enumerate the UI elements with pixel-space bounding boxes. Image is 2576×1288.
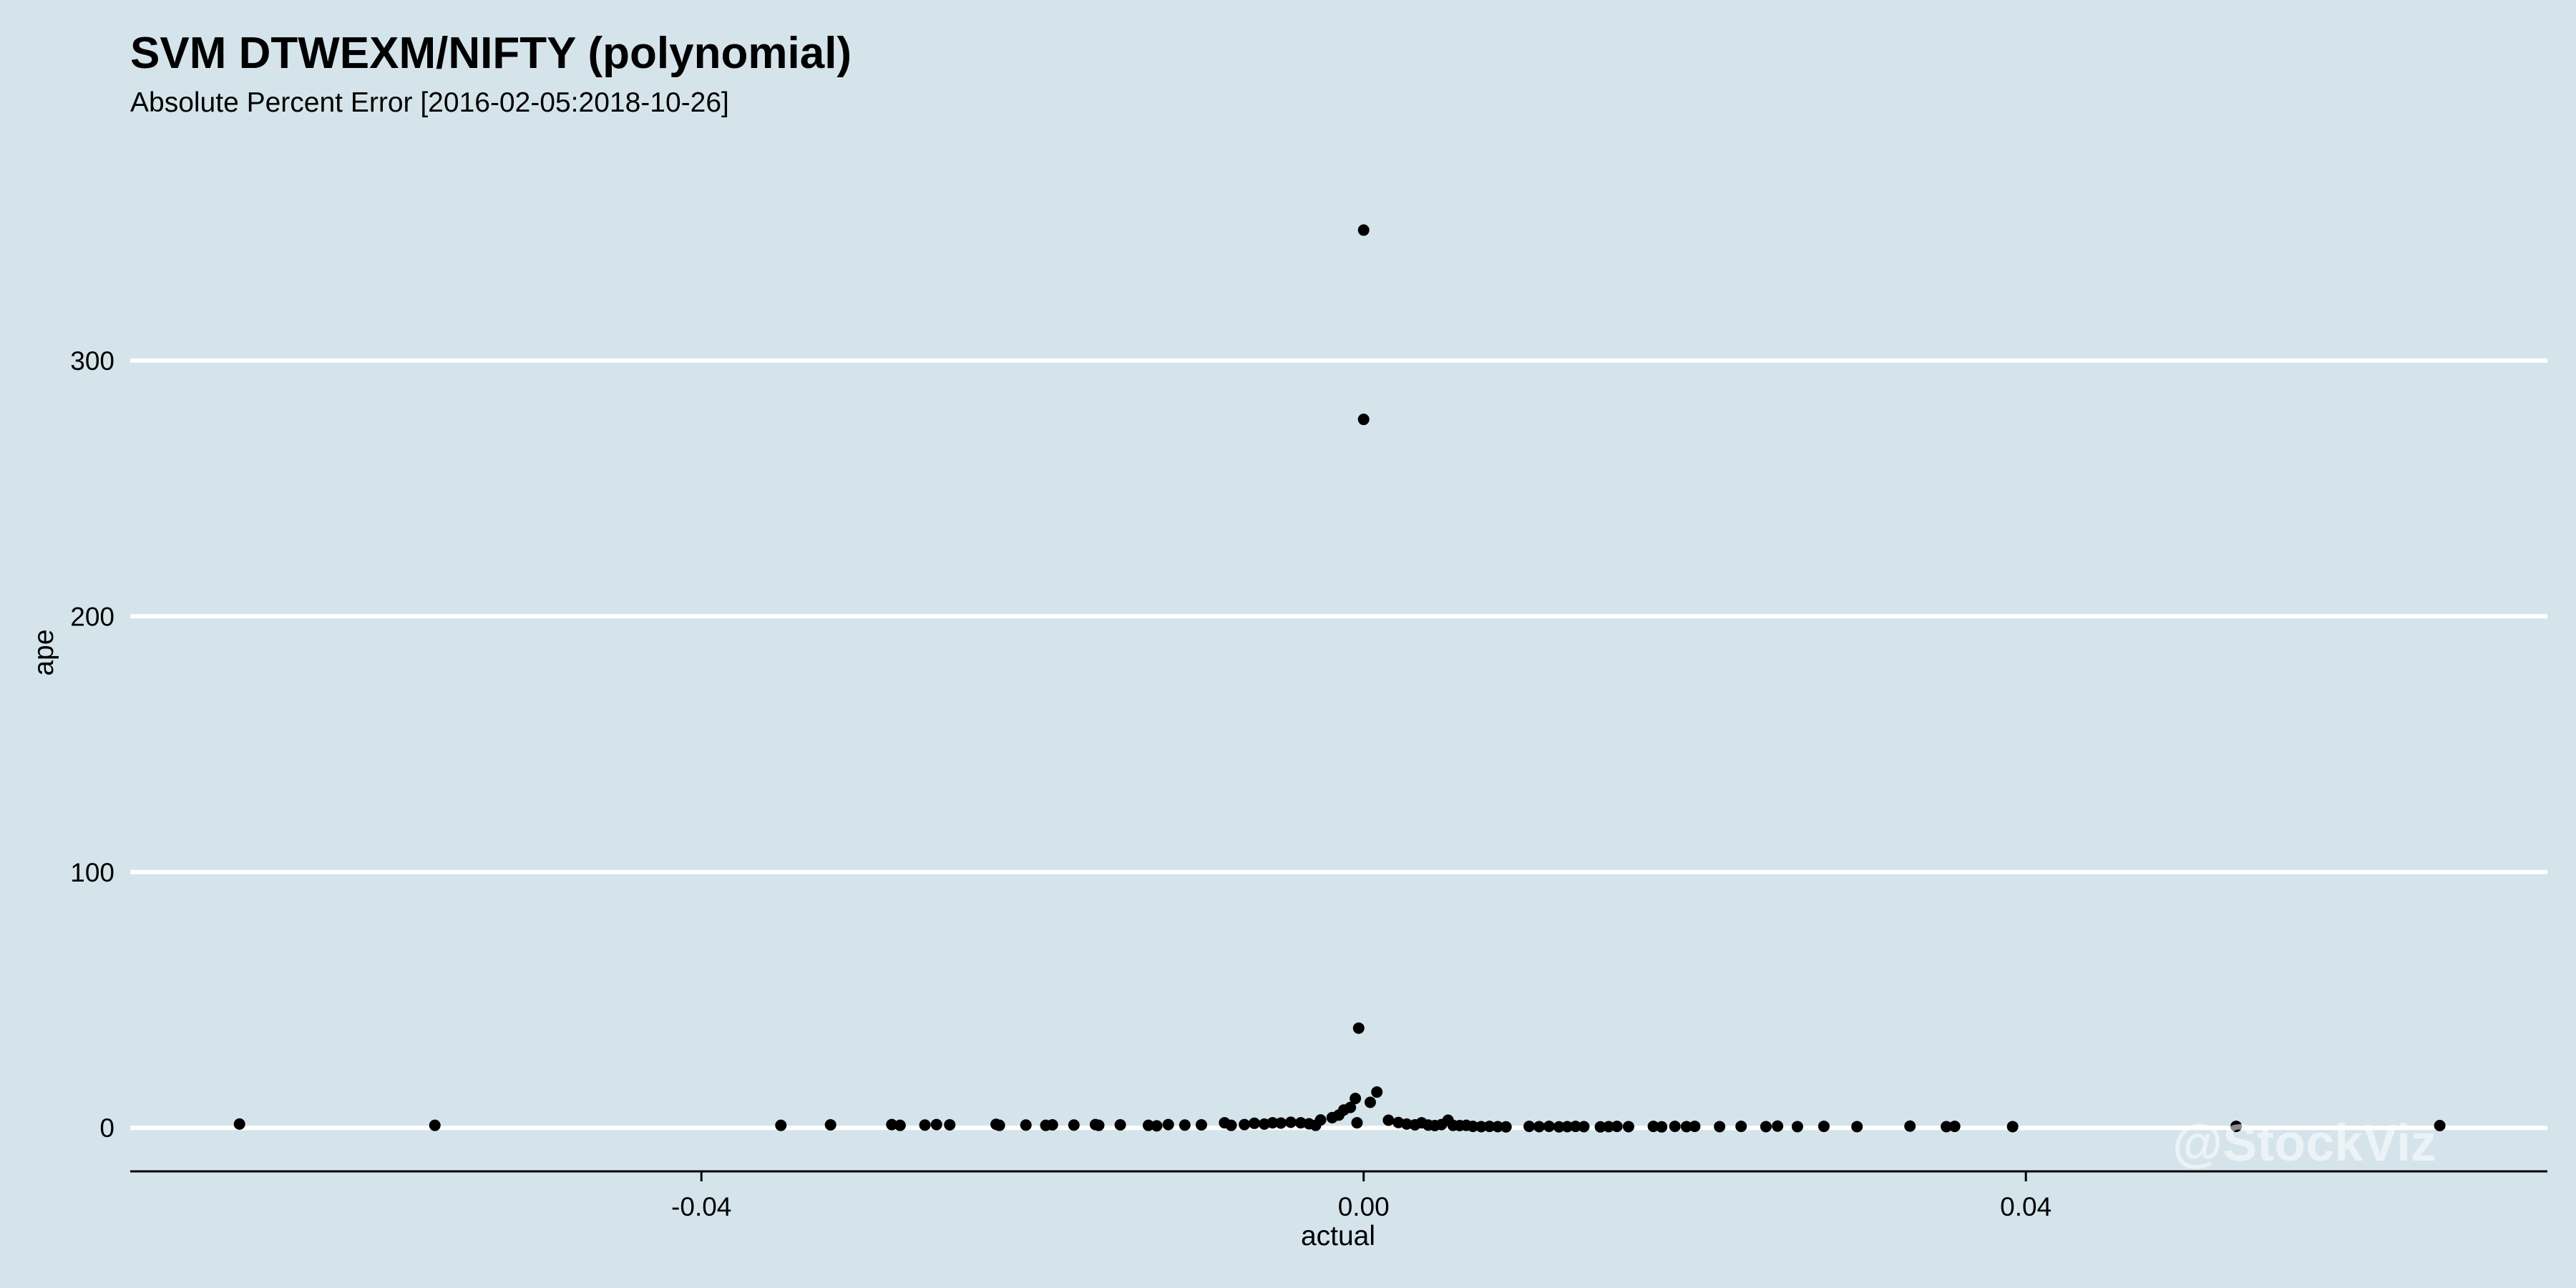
y-tick-label: 100 bbox=[70, 858, 114, 887]
scatter-point bbox=[1195, 1118, 1207, 1131]
x-tick-label: -0.04 bbox=[671, 1192, 731, 1221]
scatter-point bbox=[919, 1119, 931, 1131]
scatter-point bbox=[1543, 1121, 1555, 1133]
scatter-point bbox=[1225, 1119, 1237, 1131]
y-tick-label: 0 bbox=[99, 1113, 114, 1143]
scatter-point bbox=[1249, 1117, 1261, 1129]
scatter-point bbox=[1142, 1119, 1154, 1131]
scatter-point bbox=[1114, 1118, 1126, 1131]
scatter-point bbox=[1561, 1121, 1574, 1133]
scatter-point bbox=[824, 1118, 836, 1131]
scatter-point bbox=[2006, 1121, 2019, 1133]
scatter-point bbox=[1475, 1121, 1487, 1133]
scatter-point bbox=[1818, 1121, 1830, 1133]
scatter-point bbox=[1483, 1121, 1496, 1133]
scatter-point bbox=[1267, 1117, 1279, 1129]
scatter-point bbox=[1284, 1116, 1297, 1128]
scatter-point bbox=[1669, 1121, 1681, 1133]
scatter-point bbox=[1523, 1121, 1536, 1133]
scatter-point bbox=[1656, 1121, 1668, 1133]
scatter-point bbox=[1352, 1022, 1365, 1034]
scatter-point bbox=[1275, 1117, 1287, 1129]
scatter-point bbox=[1350, 1093, 1362, 1105]
y-tick-labels: 0 100 200 300 bbox=[70, 346, 114, 1143]
scatter-point bbox=[993, 1119, 1005, 1131]
y-tick-label: 300 bbox=[70, 346, 114, 376]
x-axis-label: actual bbox=[1301, 1221, 1375, 1252]
scatter-point bbox=[1179, 1119, 1191, 1131]
scatter-point bbox=[1772, 1120, 1784, 1132]
scatter-point bbox=[429, 1119, 441, 1131]
scatter-point bbox=[1400, 1118, 1413, 1130]
scatter-point bbox=[1068, 1119, 1080, 1131]
scatter-point bbox=[2230, 1121, 2243, 1133]
scatter-point bbox=[1735, 1121, 1747, 1133]
x-tick-label: 0.04 bbox=[2000, 1192, 2051, 1221]
scatter-point bbox=[1500, 1121, 1512, 1133]
scatter-point bbox=[1357, 414, 1370, 426]
scatter-point bbox=[1357, 224, 1370, 236]
scatter-point bbox=[1046, 1118, 1058, 1131]
scatter-point bbox=[1714, 1121, 1726, 1133]
scatter-point bbox=[1314, 1114, 1327, 1126]
scatter-point bbox=[2434, 1120, 2446, 1132]
scatter-point bbox=[1569, 1121, 1581, 1133]
scatter-point bbox=[1533, 1121, 1545, 1133]
scatter-point bbox=[1948, 1121, 1961, 1133]
scatter-point bbox=[930, 1118, 942, 1131]
scatter-point bbox=[1345, 1101, 1357, 1113]
scatter-point bbox=[944, 1118, 956, 1131]
scatter-point bbox=[1553, 1121, 1565, 1133]
scatter-point bbox=[233, 1118, 245, 1130]
scatter-point bbox=[1371, 1086, 1383, 1098]
scatter-point bbox=[1492, 1121, 1504, 1133]
scatter-point bbox=[1611, 1121, 1623, 1133]
scatter-point bbox=[1791, 1121, 1803, 1133]
scatter-point bbox=[1622, 1121, 1634, 1133]
scatter-point bbox=[1239, 1118, 1251, 1131]
scatter-point bbox=[1467, 1121, 1479, 1133]
scatter-point bbox=[1647, 1121, 1659, 1133]
scatter-point bbox=[1680, 1121, 1692, 1133]
scatter-point bbox=[775, 1119, 787, 1131]
scatter-point bbox=[1594, 1121, 1606, 1133]
scatter-point bbox=[1941, 1121, 1953, 1133]
scatter-point bbox=[1382, 1114, 1395, 1126]
chart-subtitle: Absolute Percent Error [2016-02-05:2018-… bbox=[130, 87, 729, 118]
x-tick-label: 0.00 bbox=[1338, 1192, 1390, 1221]
scatter-point bbox=[1760, 1121, 1772, 1133]
watermark: @StockViz bbox=[2172, 1115, 2436, 1172]
scatter-point bbox=[1093, 1119, 1105, 1131]
scatter-point bbox=[886, 1118, 898, 1131]
chart-title: SVM DTWEXM/NIFTY (polynomial) bbox=[130, 29, 852, 78]
scatter-point bbox=[1351, 1117, 1363, 1129]
x-axis-ticks: -0.04 0.00 0.04 bbox=[671, 1171, 2051, 1221]
scatter-point bbox=[1162, 1118, 1174, 1131]
scatter-point bbox=[1020, 1119, 1032, 1131]
scatter-point bbox=[1851, 1121, 1863, 1133]
scatter-points bbox=[233, 224, 2446, 1133]
scatter-point bbox=[1689, 1121, 1701, 1133]
scatter-point bbox=[1904, 1120, 1916, 1132]
scatter-point bbox=[1578, 1121, 1590, 1133]
scatter-point bbox=[1364, 1096, 1376, 1108]
y-gridlines bbox=[130, 358, 2547, 1131]
y-tick-label: 200 bbox=[70, 602, 114, 631]
scatter-point bbox=[1603, 1121, 1615, 1133]
scatter-point bbox=[1151, 1120, 1163, 1132]
scatter-point bbox=[894, 1119, 906, 1131]
y-axis-label: ape bbox=[29, 629, 59, 675]
